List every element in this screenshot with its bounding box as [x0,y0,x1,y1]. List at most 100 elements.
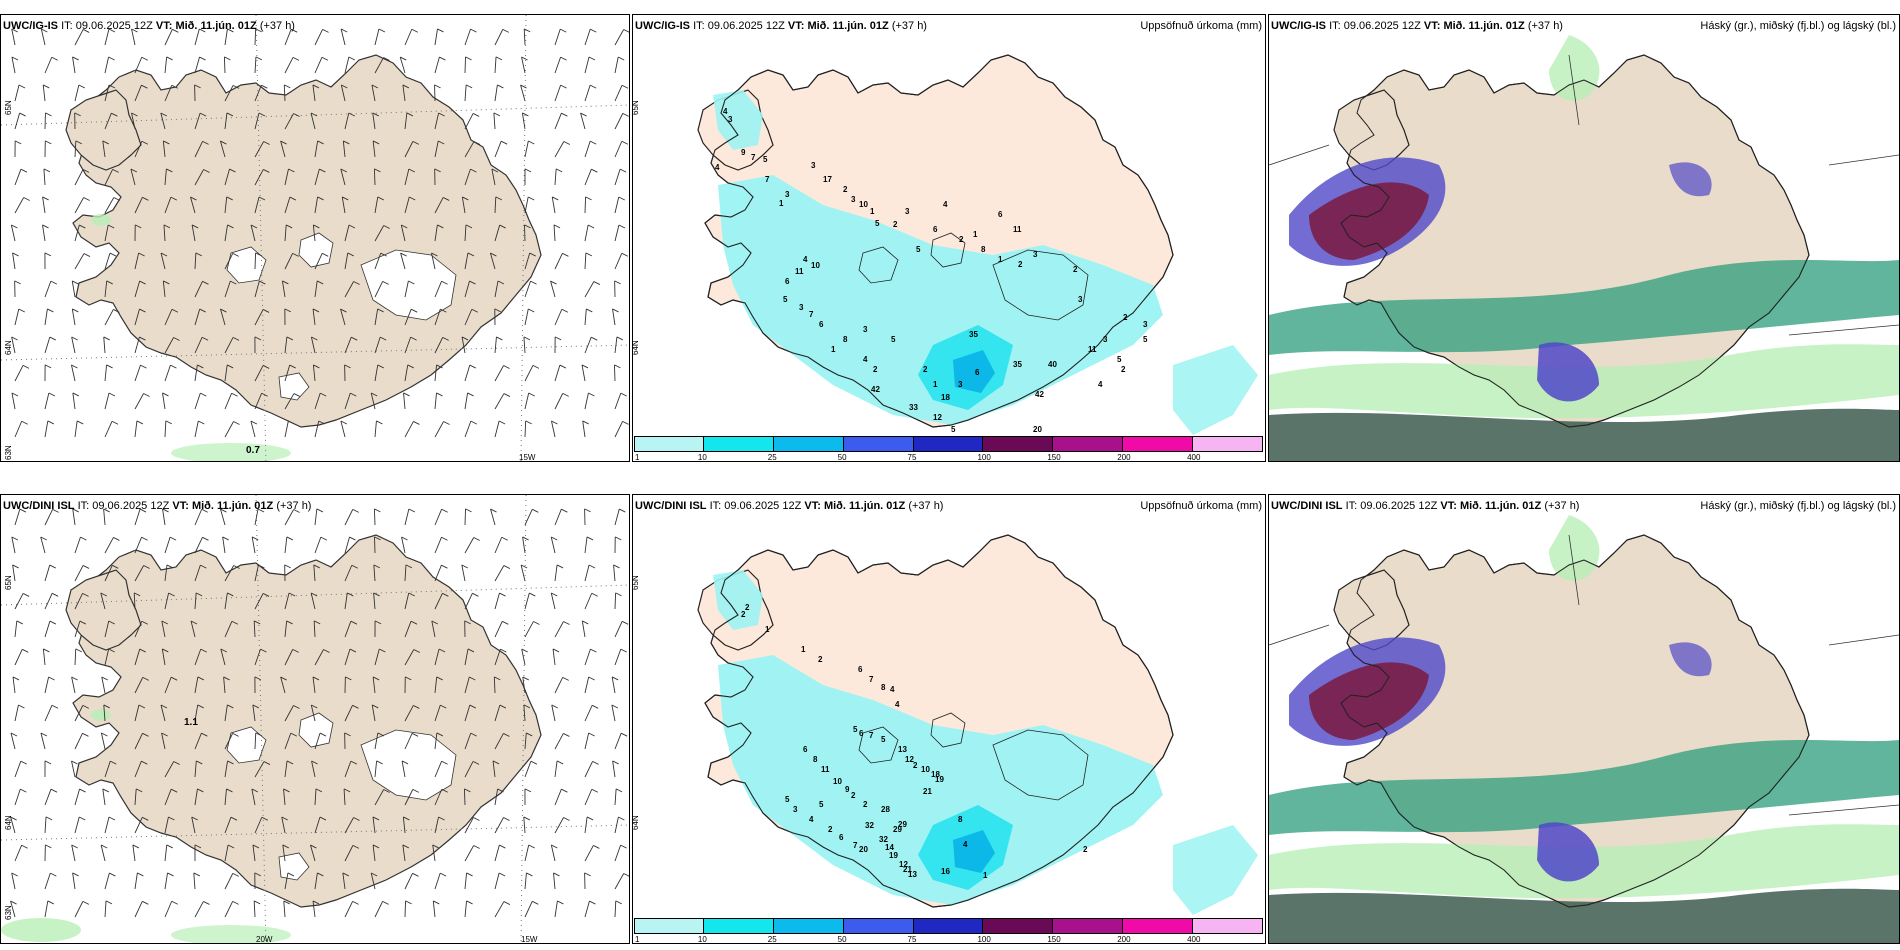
wind-barb [554,900,558,918]
wind-barb [523,816,526,834]
wind-barb [74,536,81,554]
wind-barb [372,112,376,130]
wind-barb-flag [431,252,438,257]
wind-barb-flag [202,280,209,285]
wind-barb [521,112,526,130]
wind-barb [400,252,406,270]
wind-barb [11,28,16,46]
precip-value: 3 [851,195,856,204]
wind-barb-flag [618,816,625,821]
wind-barb-flag [523,28,531,33]
wind-barb [164,56,168,74]
wind-barb [254,817,263,834]
wind-barb-flag [556,760,564,765]
wind-barb-flag [168,592,175,597]
wind-barb-flag [109,872,116,877]
precip-value: 6 [975,368,980,377]
wind-barb [403,392,406,410]
wind-barb [431,620,436,638]
wind-barb-flag [436,392,443,397]
wind-barb-flag [556,564,564,569]
wind-barb [611,704,616,722]
wind-barb [134,761,142,778]
wind-barb-flag [72,56,79,61]
panel-title: UWC/DINI ISL IT: 09.06.2025 12Z VT: Mið.… [1271,500,1580,512]
wind-barb [194,760,197,778]
wind-barb [251,536,256,554]
wind-barb [494,141,502,158]
wind-barb-flag [71,336,78,341]
wind-barb-flag [227,844,235,849]
wind-barb [584,705,593,722]
wind-barb [434,281,442,298]
wind-barb [194,733,202,750]
wind-barb-flag [612,308,619,313]
wind-barb-flag [470,420,478,425]
precip-value: 4 [895,700,900,709]
wind-barb [464,252,469,270]
wind-barb-flag [440,704,447,709]
wind-barb-flag [49,336,57,341]
wind-barb [100,732,106,750]
wind-barb [464,392,469,410]
precip-value: 2 [818,655,823,664]
precip-value: 32 [865,821,874,830]
wind-barb [584,308,587,326]
wind-barb [464,537,475,554]
wind-barb-flag [284,308,292,313]
wind-barb-flag [352,900,359,905]
precip-value: 42 [871,385,880,394]
legend-tick-label: 400 [1187,935,1201,944]
wind-barb-flag [75,648,82,653]
wind-barb [103,336,106,354]
precip-value: 2 [873,365,878,374]
longitude-line [520,495,527,943]
wind-barb-flag [82,565,90,569]
wind-barb-flag [310,592,318,597]
wind-barb-flag [503,901,511,905]
wind-barb [71,280,76,298]
wind-barb-flag [11,28,18,33]
wind-barb [104,56,110,74]
precip-value: 4 [863,355,868,364]
legend-tick-label: 50 [837,453,847,462]
wind-barb-flag [317,196,324,201]
wind-barb-flag [197,788,204,793]
wind-barb-flag [78,84,86,89]
wind-barb-flag [470,732,477,737]
wind-barb [224,817,232,834]
wind-barb-flag [580,112,587,117]
wind-barb-flag [170,196,178,201]
wind-barb-flag [141,760,148,765]
wind-barb [464,732,472,750]
wind-barb [11,392,16,410]
wind-barb [254,648,261,666]
precip-value: 7 [765,175,770,184]
wind-barb-flag [290,732,297,737]
wind-barb [584,593,593,610]
precip-value: 28 [881,805,890,814]
precip-field [718,655,1163,905]
wind-barb-flag [553,224,561,229]
precip-value: 5 [881,735,886,744]
wind-barb-flag [584,508,591,513]
precip-value: 35 [1013,360,1022,369]
wind-barb [404,592,410,610]
wind-barb-flag [472,113,480,117]
wind-barb-flag [529,592,536,597]
wind-barb-flag [497,788,504,793]
wind-barb-flag [103,508,110,513]
wind-barb [10,732,16,750]
wind-barb [40,732,46,750]
legend-swatch [1123,436,1194,452]
wind-barb-flag [316,508,324,513]
wind-barb-flag [317,872,324,877]
wind-barb [280,140,286,158]
wind-barb [551,420,556,438]
legend-swatch [913,436,984,452]
wind-barb-flag [254,336,262,341]
wind-barb-flag [562,392,569,397]
wind-barb [464,141,475,158]
wind-barb [584,789,593,806]
wind-barb-flag [199,56,206,61]
